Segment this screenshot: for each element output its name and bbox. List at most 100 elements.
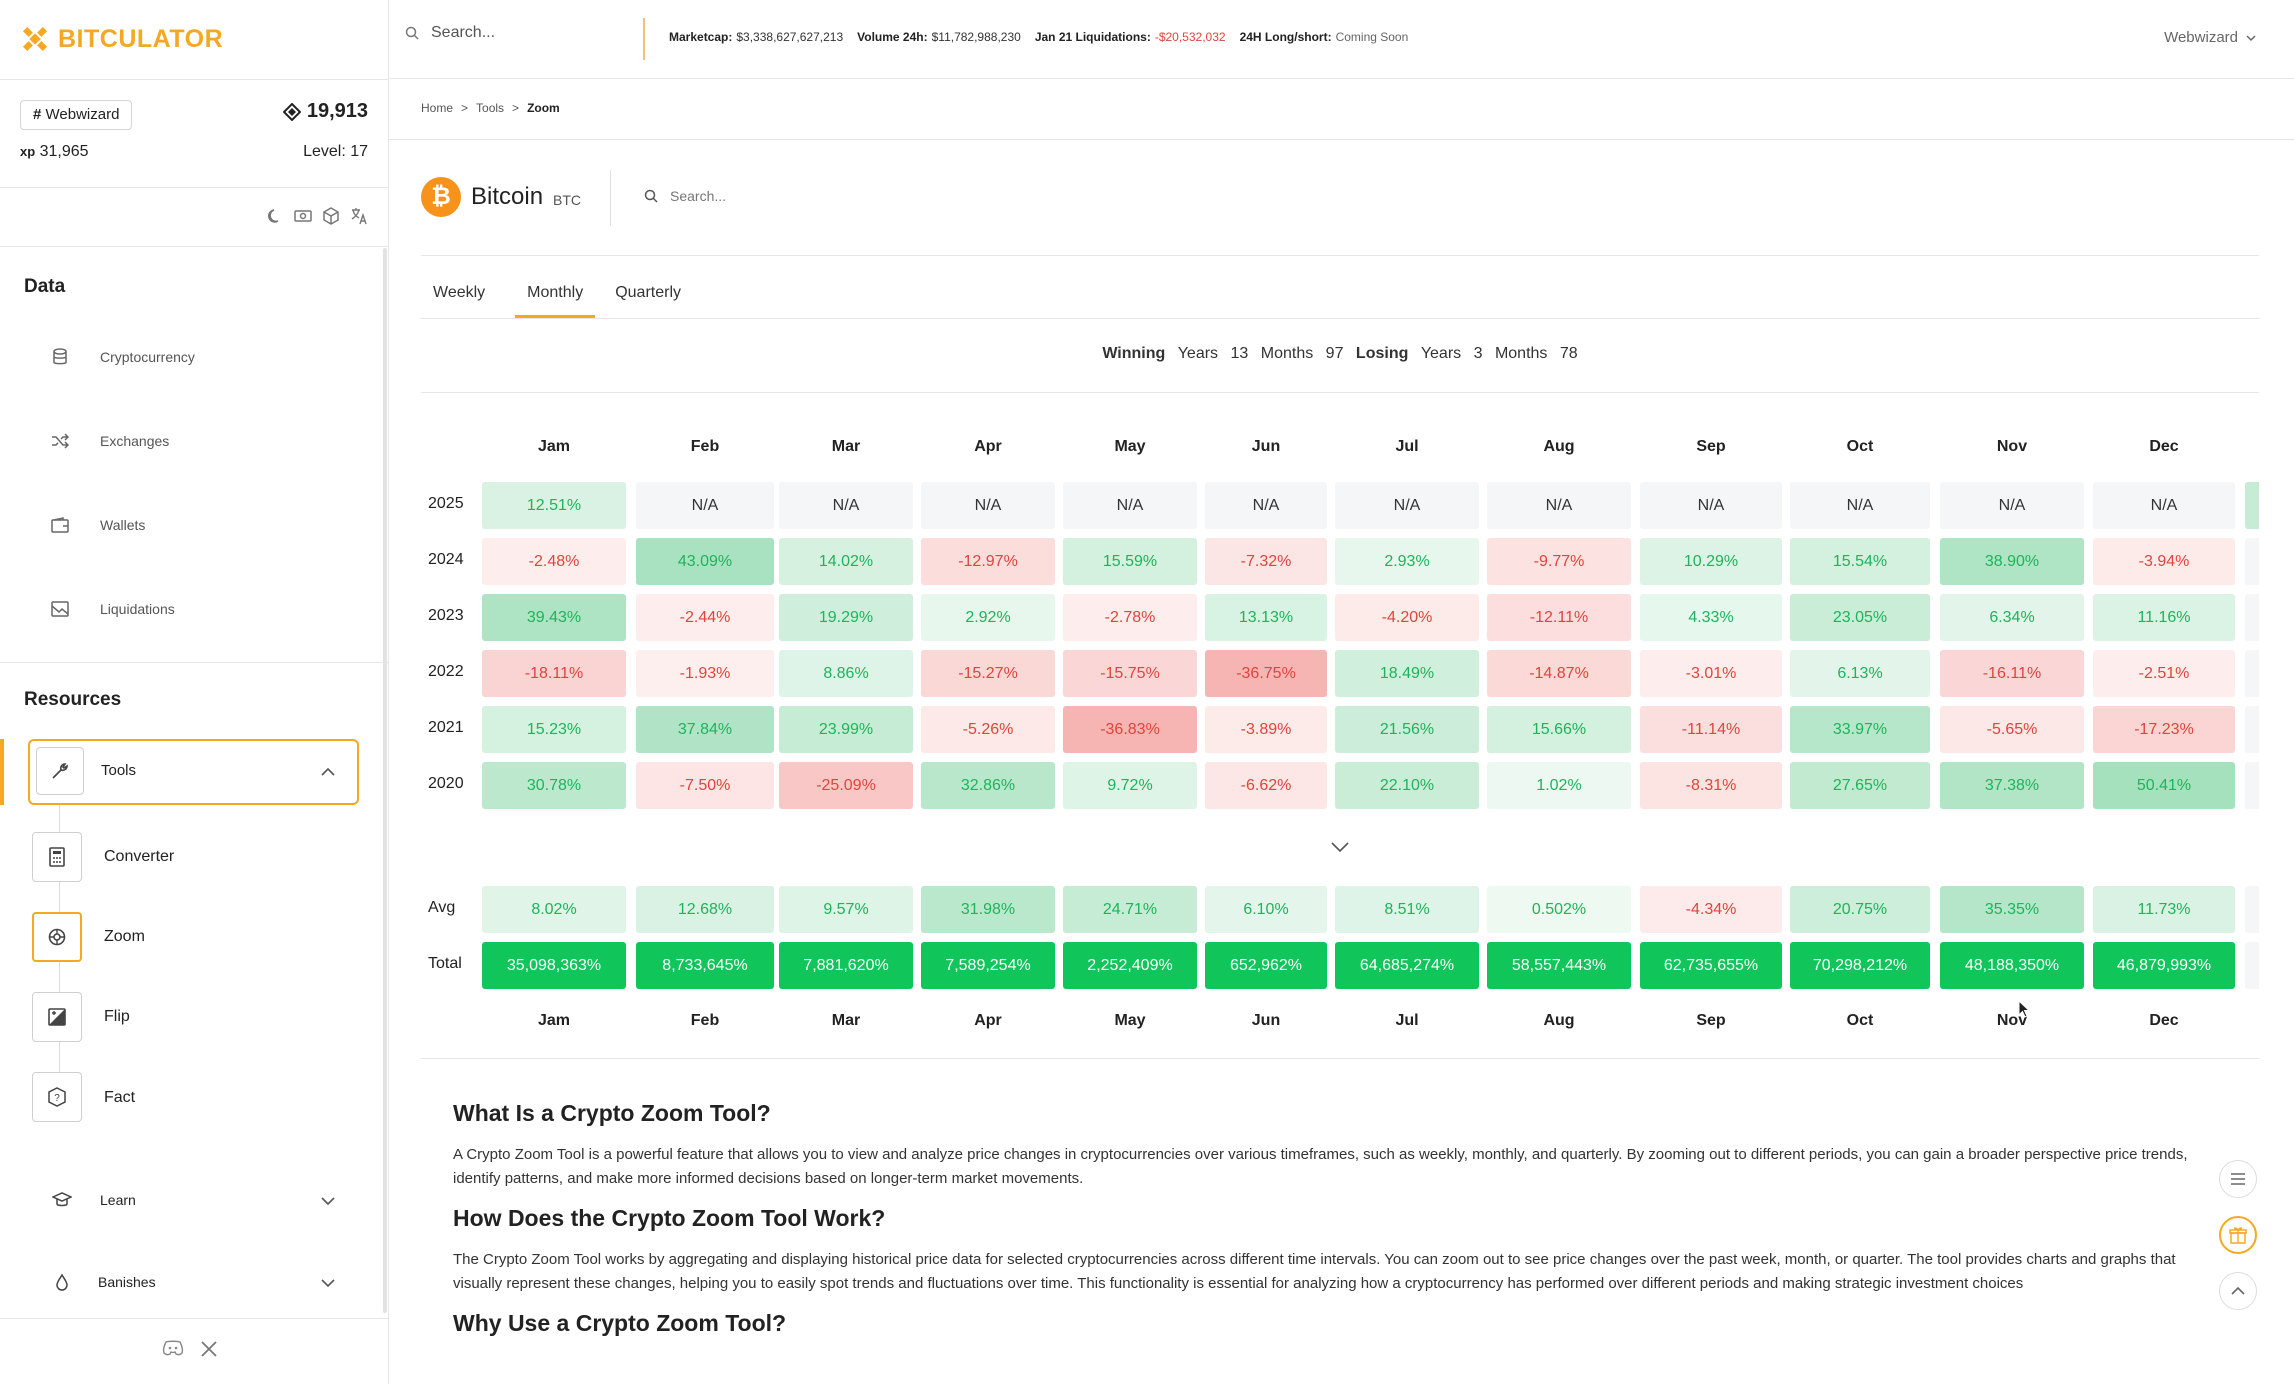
heatmap-cell[interactable]: -5.65%: [1940, 706, 2084, 753]
heatmap-cell[interactable]: -7.50%: [636, 762, 774, 809]
avg-cell[interactable]: 8.51%: [1335, 886, 1479, 933]
heatmap-cell[interactable]: -12.11%: [1487, 594, 1631, 641]
total-cell[interactable]: 64,685,274%: [1335, 942, 1479, 989]
fact-icon[interactable]: ?: [32, 1072, 82, 1122]
heatmap-cell[interactable]: -6.62%: [1205, 762, 1327, 809]
heatmap-cell[interactable]: 50.41%: [2093, 762, 2235, 809]
heatmap-cell[interactable]: -3.01%: [1640, 650, 1782, 697]
moon-icon[interactable]: [266, 207, 284, 225]
heatmap-cell[interactable]: 30.78%: [482, 762, 626, 809]
total-cell[interactable]: 7,589,254%: [921, 942, 1055, 989]
sidebar-item-learn[interactable]: Learn: [52, 1190, 136, 1210]
heatmap-cell[interactable]: -3.89%: [1205, 706, 1327, 753]
discord-icon[interactable]: [162, 1340, 184, 1356]
heatmap-cell[interactable]: -25.09%: [779, 762, 913, 809]
heatmap-cell[interactable]: -2.51%: [2093, 650, 2235, 697]
heatmap-cell[interactable]: N/A: [779, 482, 913, 529]
heatmap-cell[interactable]: 8.86%: [779, 650, 913, 697]
breadcrumb-home[interactable]: Home: [421, 101, 454, 115]
heatmap-cell[interactable]: -15.75%: [1063, 650, 1197, 697]
currency-icon[interactable]: [294, 207, 312, 225]
heatmap-cell[interactable]: 15.54%: [1790, 538, 1930, 585]
sidebar-item-cryptocurrency[interactable]: Cryptocurrency: [50, 347, 195, 367]
heatmap-cell[interactable]: 19.29%: [779, 594, 913, 641]
sidebar-item-liquidations[interactable]: Liquidations: [50, 599, 175, 619]
heatmap-cell[interactable]: 11.16%: [2093, 594, 2235, 641]
heatmap-cell[interactable]: 37.84%: [636, 706, 774, 753]
heatmap-cell[interactable]: -7.32%: [1205, 538, 1327, 585]
heatmap-cell[interactable]: N/A: [636, 482, 774, 529]
heatmap-cell[interactable]: 18.49%: [1335, 650, 1479, 697]
total-cell[interactable]: 58,557,443%: [1487, 942, 1631, 989]
cube-icon[interactable]: [322, 207, 340, 225]
zoom-icon[interactable]: [32, 912, 82, 962]
heatmap-cell[interactable]: -36.75%: [1205, 650, 1327, 697]
coin-search[interactable]: Search...: [644, 188, 726, 204]
heatmap-cell[interactable]: 6.34%: [1940, 594, 2084, 641]
heatmap-cell[interactable]: N/A: [1335, 482, 1479, 529]
heatmap-cell[interactable]: -4.20%: [1335, 594, 1479, 641]
gift-icon[interactable]: [2219, 1216, 2257, 1254]
heatmap-cell[interactable]: -2.78%: [1063, 594, 1197, 641]
heatmap-cell[interactable]: 23.99%: [779, 706, 913, 753]
heatmap-cell[interactable]: 23.05%: [1790, 594, 1930, 641]
heatmap-cell[interactable]: 39.43%: [482, 594, 626, 641]
breadcrumb-tools[interactable]: Tools: [476, 101, 505, 115]
heatmap-cell[interactable]: -17.23%: [2093, 706, 2235, 753]
heatmap-cell[interactable]: N/A: [1063, 482, 1197, 529]
user-menu[interactable]: Webwizard: [2164, 29, 2256, 46]
x-twitter-icon[interactable]: [200, 1340, 218, 1358]
search-input[interactable]: Search...: [431, 24, 496, 41]
heatmap-cell[interactable]: 2.93%: [1335, 538, 1479, 585]
heatmap-cell[interactable]: N/A: [1205, 482, 1327, 529]
avg-cell[interactable]: 20.75%: [1790, 886, 1930, 933]
total-cell[interactable]: 62,735,655%: [1640, 942, 1782, 989]
total-cell[interactable]: 48,188,350%: [1940, 942, 2084, 989]
heatmap-cell[interactable]: 10.29%: [1640, 538, 1782, 585]
sidebar-item-banishes[interactable]: Banishes: [52, 1272, 156, 1292]
sidebar-item-exchanges[interactable]: Exchanges: [50, 431, 169, 451]
heatmap-cell[interactable]: -16.11%: [1940, 650, 2084, 697]
chevron-down-icon[interactable]: [321, 1276, 335, 1290]
calculator-icon[interactable]: [32, 832, 82, 882]
avg-cell[interactable]: -4.34%: [1640, 886, 1782, 933]
scroll-top-icon[interactable]: [2219, 1272, 2257, 1310]
heatmap-cell[interactable]: -2.44%: [636, 594, 774, 641]
chevron-up-icon[interactable]: [321, 765, 335, 779]
coin-search-input[interactable]: Search...: [670, 188, 727, 204]
heatmap-cell[interactable]: 43.09%: [636, 538, 774, 585]
total-cell[interactable]: 70,298,212%: [1790, 942, 1930, 989]
avg-cell[interactable]: 12.68%: [636, 886, 774, 933]
username-tag[interactable]: # Webwizard: [20, 100, 133, 130]
heatmap-cell[interactable]: -9.77%: [1487, 538, 1631, 585]
tab-weekly[interactable]: Weekly: [433, 284, 486, 301]
heatmap-cell[interactable]: 21.56%: [1335, 706, 1479, 753]
heatmap-cell[interactable]: -8.31%: [1640, 762, 1782, 809]
tab-monthly[interactable]: Monthly: [515, 282, 596, 318]
chevron-down-icon[interactable]: [321, 1194, 335, 1208]
heatmap-cell[interactable]: N/A: [1940, 482, 2084, 529]
heatmap-cell[interactable]: 1.02%: [1487, 762, 1631, 809]
flip-icon[interactable]: [32, 992, 82, 1042]
avg-cell[interactable]: 31.98%: [921, 886, 1055, 933]
heatmap-cell[interactable]: N/A: [2093, 482, 2235, 529]
total-cell[interactable]: 35,098,363%: [482, 942, 626, 989]
heatmap-cell[interactable]: 33.97%: [1790, 706, 1930, 753]
menu-icon[interactable]: [2219, 1160, 2257, 1198]
heatmap-cell[interactable]: 9.72%: [1063, 762, 1197, 809]
heatmap-cell[interactable]: -15.27%: [921, 650, 1055, 697]
total-cell[interactable]: 2,252,409%: [1063, 942, 1197, 989]
heatmap-cell[interactable]: -14.87%: [1487, 650, 1631, 697]
heatmap-cell[interactable]: N/A: [921, 482, 1055, 529]
heatmap-cell[interactable]: -3.94%: [2093, 538, 2235, 585]
translate-icon[interactable]: [350, 207, 368, 225]
heatmap-cell[interactable]: 2.92%: [921, 594, 1055, 641]
total-cell[interactable]: 46,879,993%: [2093, 942, 2235, 989]
heatmap-cell[interactable]: 15.23%: [482, 706, 626, 753]
heatmap-cell[interactable]: 22.10%: [1335, 762, 1479, 809]
avg-cell[interactable]: 8.02%: [482, 886, 626, 933]
tool-flip[interactable]: Flip: [104, 1008, 130, 1025]
tool-zoom[interactable]: Zoom: [104, 928, 145, 945]
chevron-down-icon[interactable]: [1328, 838, 1352, 856]
heatmap-cell[interactable]: N/A: [1790, 482, 1930, 529]
